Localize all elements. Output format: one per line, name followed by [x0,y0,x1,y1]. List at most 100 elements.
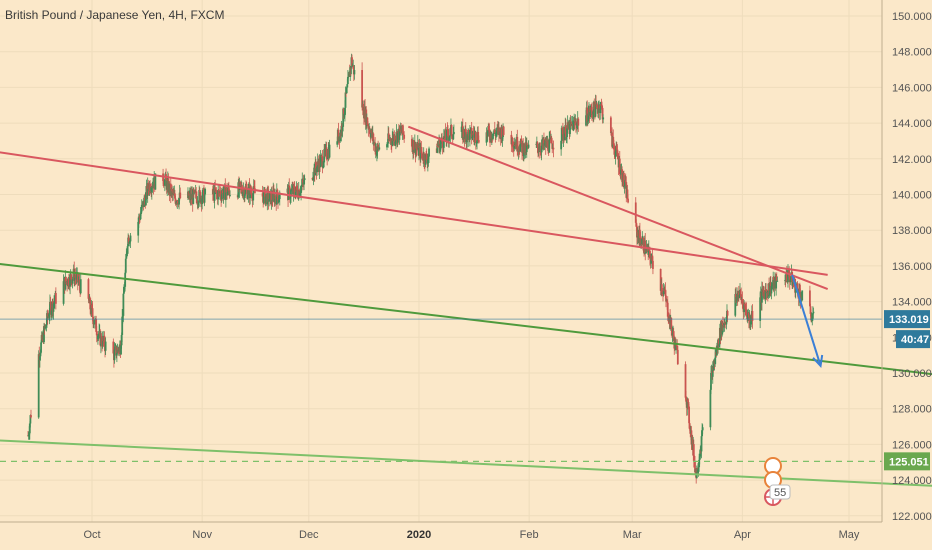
candle-body [626,189,629,199]
candle-body [64,276,67,290]
candle-body [488,130,491,138]
last-price-label: 133.019 [889,314,929,326]
candle-body [290,190,292,197]
candle-body [97,335,99,339]
candle-body [441,141,444,148]
candle-body [550,137,553,144]
candle-body [67,277,70,286]
candle-body [634,202,637,223]
last-price-badge [884,310,930,329]
candle-body [268,192,271,200]
candle-body [701,430,704,437]
candle-body [587,113,590,122]
candle-body [287,185,290,200]
candle-body [201,189,204,199]
candle-body [317,161,320,166]
candle-body [228,190,231,196]
candle-body [120,345,122,355]
candle-body [140,204,143,212]
candle-body [394,141,397,144]
candle-body [129,241,131,243]
candle-body [519,144,522,152]
candle-body [464,128,467,139]
candle-body [495,132,498,133]
candle-body [543,142,546,146]
candle-body [303,180,305,185]
candle-body [744,305,747,310]
candle-body [614,151,617,157]
candle-body [618,158,621,174]
candle-body [621,169,624,183]
candle-body [420,147,423,154]
candle-body [486,131,489,137]
candle-body [267,190,270,202]
candle-body [452,134,455,140]
candle-body [171,189,173,192]
candle-body [192,189,195,204]
candle-body [250,192,253,194]
candle-body [296,186,298,190]
y-tick-label: 138.000 [892,225,932,237]
candle-body [470,128,473,139]
candle-body [293,187,296,194]
candle-body [498,127,501,136]
candle-body [597,108,600,113]
candle-body [361,70,364,108]
badges-layer: 133.019 40:47 125.051 [884,310,930,471]
candle-body [697,467,700,470]
candle-body [600,103,603,106]
candle-body [271,193,273,200]
candle-body [640,243,643,245]
candle-body [623,173,625,186]
candle-body [118,346,121,352]
candle-body [676,349,679,365]
candle-body [590,107,593,111]
candle-body [513,145,516,149]
candle-body [745,309,748,315]
candle-body [602,117,605,120]
candle-body [499,127,502,132]
candle-body [686,400,689,403]
candle-body [775,276,778,282]
candle-body [311,178,314,180]
candle-body [100,335,103,344]
candle-body [522,142,525,157]
candle-body [798,288,801,299]
event-count-badge [769,484,791,500]
candle-body [692,444,695,462]
candle-body [376,144,379,151]
candle-body [526,144,529,146]
candle-body [423,153,426,163]
candle-body [351,65,354,67]
candle-body [421,153,423,154]
candle-body [150,187,153,193]
event-markers[interactable]: 55 [764,457,791,506]
candle-body [701,427,704,431]
candle-body [396,133,399,143]
candle-body [564,125,567,140]
candle-body [759,297,762,321]
candle-body [79,279,82,294]
candle-body [336,141,339,145]
candle-body [261,193,264,197]
candle-body [288,187,291,199]
candle-body [103,335,106,347]
candle-body [612,144,615,147]
candle-body [695,468,698,479]
candle-body [601,105,603,108]
candle-body [726,310,729,316]
green-trendline [0,262,932,376]
candle-body [275,189,278,205]
candle-body [724,321,727,324]
support-level-badge [884,452,930,471]
candle-body [319,157,322,167]
candle-body [367,125,369,126]
candle-body [743,304,746,313]
candle-body [426,159,429,164]
y-tick-label: 144.000 [892,118,932,130]
candle-body [73,275,76,281]
candle-body [739,290,742,295]
candle-body [495,132,497,137]
candle-body [664,289,667,296]
